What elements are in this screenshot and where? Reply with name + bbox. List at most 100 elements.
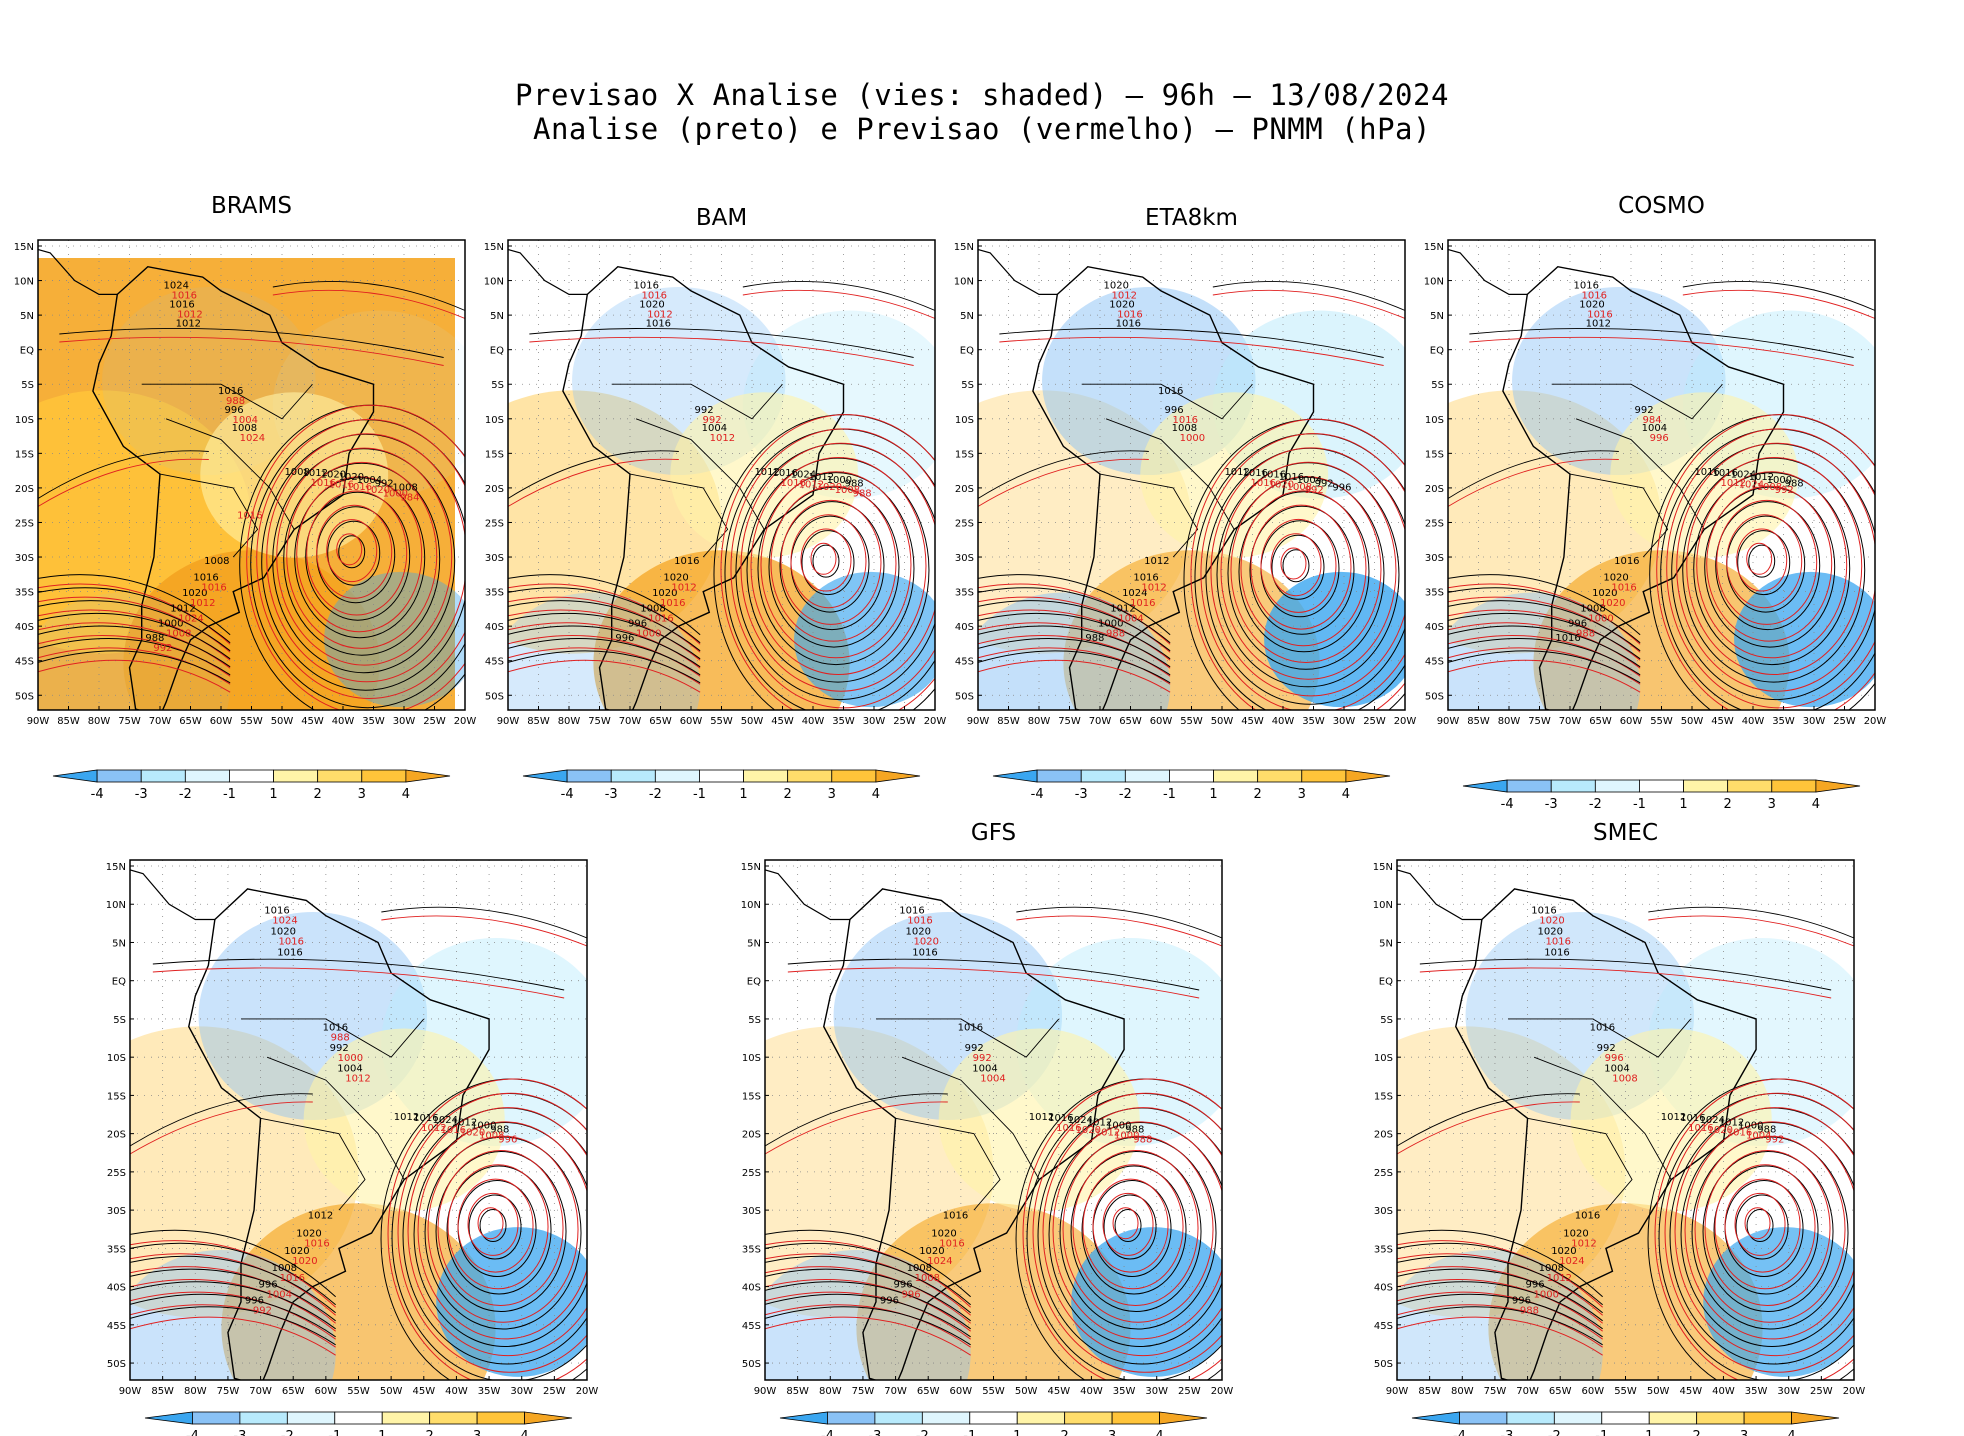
analysis-contour-label: 988 — [845, 478, 864, 489]
lat-tick-label: 40S — [485, 622, 504, 633]
analysis-contour-label: 1000 — [1738, 1121, 1763, 1132]
colorbar-segment — [827, 1411, 876, 1425]
analysis-contour-label: 992 — [1597, 1043, 1616, 1054]
colorbar-label: 1 — [269, 787, 277, 802]
lat-tick-label: EQ — [1430, 346, 1444, 357]
analysis-contour-label: 992 — [330, 1043, 349, 1054]
forecast-contour-label: 1016 — [1130, 598, 1155, 609]
lon-tick-label: 25W — [893, 716, 916, 727]
analysis-contour-label: 1004 — [337, 1064, 362, 1075]
lon-tick-label: 45W — [1711, 716, 1734, 727]
lon-tick-label: 25W — [1363, 716, 1386, 727]
lon-tick-label: 20W — [454, 716, 477, 727]
lat-tick-label: 15S — [485, 449, 504, 460]
lat-tick-label: EQ — [20, 346, 34, 357]
analysis-contour-label: 1016 — [633, 280, 658, 291]
colorbar-label: -3 — [605, 787, 618, 802]
lon-tick-label: 45W — [412, 1386, 435, 1397]
analysis-contour-label: 1020 — [1551, 1246, 1576, 1257]
colorbar: -4 -3 -2 -1 1 2 3 4 — [52, 769, 451, 802]
lat-tick-label: 15S — [15, 449, 34, 460]
analysis-contour-label: 1012 — [809, 472, 834, 483]
lon-tick-label: 65W — [1549, 1386, 1572, 1397]
colorbar-label: 4 — [402, 787, 410, 802]
analysis-contour-label: 1016 — [1531, 905, 1556, 916]
lon-tick-label: 75W — [588, 716, 611, 727]
lon-tick-label: 75W — [118, 716, 141, 727]
forecast-contour-label: 1004 — [1118, 614, 1143, 625]
colorbar-label: 4 — [1787, 1429, 1795, 1436]
colorbar: -4 -3 -2 -1 1 2 3 4 — [1411, 1411, 1840, 1436]
lat-tick-label: 5S — [113, 1015, 126, 1026]
lat-tick-label: 5S — [1431, 380, 1444, 391]
lon-tick-label: 35W — [832, 716, 855, 727]
analysis-contour-label: 1020 — [296, 1229, 321, 1240]
analysis-contour-label: 1016 — [1590, 1023, 1615, 1034]
lon-tick-label: 30W — [1777, 1386, 1800, 1397]
lon-tick-label: 80W — [1498, 716, 1521, 727]
analysis-contour-label: 1004 — [1297, 475, 1322, 486]
lon-tick-label: 80W — [1028, 716, 1051, 727]
panel-title-eta8km: ETA8km — [1145, 205, 1238, 231]
forecast-contour-label: 1016 — [648, 614, 673, 625]
lat-tick-label: 30S — [485, 553, 504, 564]
forecast-contour-label: 1020 — [1269, 480, 1294, 491]
colorbar-segment — [874, 1411, 923, 1425]
forecast-contour-label: 1016 — [1688, 1123, 1713, 1134]
lat-tick-label: 10N — [14, 277, 34, 288]
forecast-contour-label: 1016 — [237, 511, 262, 522]
lon-tick-label: 35W — [362, 716, 385, 727]
lat-tick-label: 10N — [106, 900, 126, 911]
analysis-contour-label: 988 — [1125, 1125, 1144, 1136]
lon-tick-label: 55W — [347, 1386, 370, 1397]
analysis-contour-label: 1016 — [169, 300, 194, 311]
lon-tick-label: 90W — [1386, 1386, 1409, 1397]
analysis-contour-label: 1000 — [1767, 475, 1792, 486]
colorbar-label: -2 — [1589, 797, 1602, 812]
lon-tick-label: 45W — [1047, 1386, 1070, 1397]
forecast-contour-label: 1016 — [171, 290, 196, 301]
panel-title-smec: SMEC — [1592, 820, 1659, 846]
map-frame — [1447, 239, 1876, 711]
lat-tick-label: 50S — [15, 691, 34, 702]
colorbar-segment — [1124, 769, 1170, 783]
analysis-contour-label: 1016 — [193, 572, 218, 583]
colorbar-segment — [229, 769, 274, 783]
colorbar: -4 -3 -2 -1 1 2 3 4 — [992, 769, 1391, 802]
colorbar-segment — [273, 769, 319, 783]
forecast-contour-label: 1016 — [1727, 1127, 1752, 1138]
analysis-contour-label: 1016 — [646, 318, 671, 329]
lat-tick-label: 10S — [742, 1053, 761, 1064]
forecast-contour-label: 992 — [703, 415, 722, 426]
map-frame — [37, 239, 466, 711]
analysis-contour-label: 1024 — [432, 1115, 457, 1126]
panel-title-bam: BAM — [695, 205, 748, 231]
colorbar-segment — [96, 769, 142, 783]
forecast-contour-label: 988 — [1106, 628, 1125, 639]
colorbar-segment — [1064, 1411, 1113, 1425]
forecast-contour-label: 1004 — [980, 1074, 1005, 1085]
analysis-contour-label: 1012 — [754, 467, 779, 478]
lon-tick-label: 20W — [924, 716, 947, 727]
forecast-contour-label: 1000 — [1533, 1290, 1558, 1301]
colorbar-segment — [1111, 1411, 1160, 1425]
lon-tick-label: 50W — [271, 716, 294, 727]
forecast-contour-label: 1016 — [1545, 937, 1570, 948]
lon-tick-label: 20W — [1843, 1386, 1866, 1397]
analysis-contour-label: 1012 — [1087, 1117, 1112, 1128]
colorbar-label: -3 — [868, 1429, 881, 1436]
lat-tick-label: 15N — [14, 242, 34, 253]
lon-tick-label: 40W — [1080, 1386, 1103, 1397]
lon-tick-label: 55W — [982, 1386, 1005, 1397]
lat-tick-label: 25S — [1374, 1168, 1393, 1179]
lat-tick-label: 25S — [1425, 518, 1444, 529]
lon-tick-label: 85W — [151, 1386, 174, 1397]
lat-tick-label: 15N — [954, 242, 974, 253]
analysis-contour-label: 1016 — [1544, 948, 1569, 959]
lat-tick-label: 30S — [107, 1206, 126, 1217]
lon-tick-label: 40W — [332, 716, 355, 727]
forecast-contour-label: 1008 — [1757, 482, 1782, 493]
forecast-contour-label: 1008 — [1287, 482, 1312, 493]
forecast-contour-label: 992 — [153, 643, 172, 654]
colorbar-label: 4 — [520, 1429, 528, 1436]
